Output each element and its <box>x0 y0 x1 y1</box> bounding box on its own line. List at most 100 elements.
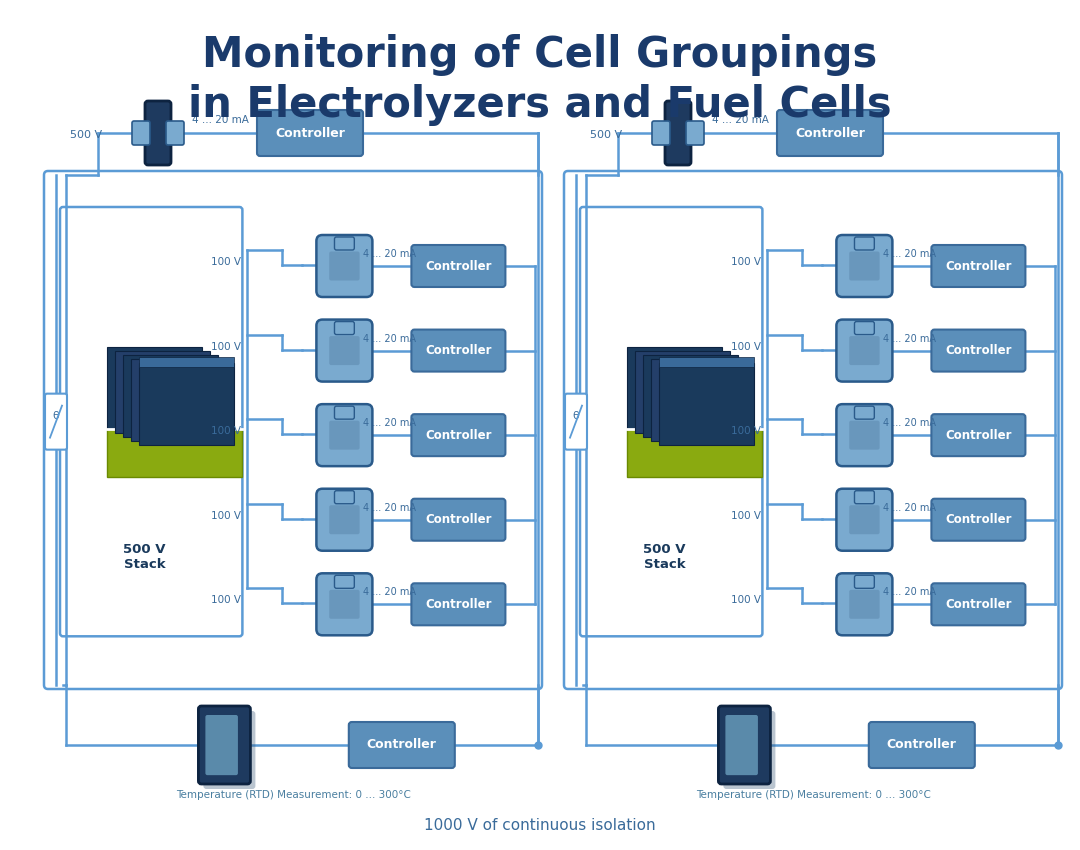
FancyBboxPatch shape <box>836 404 892 466</box>
Text: Controller: Controller <box>945 259 1012 273</box>
FancyBboxPatch shape <box>849 336 879 366</box>
FancyBboxPatch shape <box>335 321 354 335</box>
FancyBboxPatch shape <box>411 414 505 456</box>
Bar <box>627 429 762 478</box>
Text: 4 ... 20 mA: 4 ... 20 mA <box>883 418 936 428</box>
FancyBboxPatch shape <box>316 404 373 466</box>
Text: Controller: Controller <box>426 513 491 526</box>
Text: 4 ... 20 mA: 4 ... 20 mA <box>883 249 936 259</box>
FancyBboxPatch shape <box>45 394 67 450</box>
Bar <box>627 348 723 429</box>
FancyBboxPatch shape <box>931 583 1025 626</box>
FancyBboxPatch shape <box>836 489 892 551</box>
FancyBboxPatch shape <box>166 121 184 145</box>
Bar <box>644 355 739 437</box>
Text: 500 V
Stack: 500 V Stack <box>123 543 166 571</box>
Text: 100 V: 100 V <box>731 426 761 436</box>
FancyBboxPatch shape <box>329 590 360 619</box>
FancyBboxPatch shape <box>335 575 354 588</box>
FancyBboxPatch shape <box>931 414 1025 456</box>
Bar <box>107 429 242 478</box>
FancyBboxPatch shape <box>349 722 455 768</box>
Text: θ: θ <box>53 411 59 421</box>
FancyBboxPatch shape <box>329 505 360 534</box>
FancyBboxPatch shape <box>836 235 892 297</box>
FancyBboxPatch shape <box>329 421 360 450</box>
Text: Controller: Controller <box>275 127 345 139</box>
Text: 4 ... 20 mA: 4 ... 20 mA <box>363 249 417 259</box>
FancyBboxPatch shape <box>836 573 892 635</box>
Text: Controller: Controller <box>426 428 491 442</box>
FancyBboxPatch shape <box>316 573 373 635</box>
FancyBboxPatch shape <box>132 121 150 145</box>
FancyBboxPatch shape <box>580 207 762 637</box>
FancyBboxPatch shape <box>718 706 770 784</box>
FancyBboxPatch shape <box>724 711 775 789</box>
FancyBboxPatch shape <box>652 121 670 145</box>
FancyBboxPatch shape <box>854 490 875 504</box>
Text: Controller: Controller <box>945 428 1012 442</box>
Text: in Electrolyzers and Fuel Cells: in Electrolyzers and Fuel Cells <box>188 84 892 126</box>
Bar <box>132 360 226 441</box>
Text: 100 V: 100 V <box>731 257 761 267</box>
Text: Monitoring of Cell Groupings: Monitoring of Cell Groupings <box>202 34 878 76</box>
FancyBboxPatch shape <box>316 320 373 382</box>
Text: Controller: Controller <box>945 598 1012 611</box>
Text: 100 V: 100 V <box>212 511 242 521</box>
Text: 4 ... 20 mA: 4 ... 20 mA <box>883 333 936 343</box>
Text: 4 ... 20 mA: 4 ... 20 mA <box>363 333 417 343</box>
Bar <box>659 363 754 445</box>
FancyBboxPatch shape <box>686 121 704 145</box>
FancyBboxPatch shape <box>931 499 1025 541</box>
FancyBboxPatch shape <box>665 101 691 165</box>
FancyBboxPatch shape <box>931 330 1025 371</box>
FancyBboxPatch shape <box>316 489 373 551</box>
Text: 100 V: 100 V <box>731 595 761 605</box>
Text: 100 V: 100 V <box>212 342 242 352</box>
FancyBboxPatch shape <box>60 207 242 637</box>
Text: 4 ... 20 mA: 4 ... 20 mA <box>712 115 769 125</box>
Bar <box>139 357 234 367</box>
Text: 100 V: 100 V <box>212 595 242 605</box>
FancyBboxPatch shape <box>854 575 875 588</box>
Text: Controller: Controller <box>426 344 491 357</box>
Text: 500 V: 500 V <box>70 130 103 140</box>
Text: Controller: Controller <box>426 259 491 273</box>
FancyBboxPatch shape <box>854 237 875 250</box>
Bar <box>116 351 211 434</box>
FancyBboxPatch shape <box>836 320 892 382</box>
Text: 4 ... 20 mA: 4 ... 20 mA <box>363 587 417 598</box>
FancyBboxPatch shape <box>205 715 238 775</box>
FancyBboxPatch shape <box>726 715 758 775</box>
FancyBboxPatch shape <box>931 245 1025 287</box>
Text: Controller: Controller <box>945 513 1012 526</box>
Bar <box>651 360 746 441</box>
Text: Temperature (RTD) Measurement: 0 ... 300°C: Temperature (RTD) Measurement: 0 ... 300… <box>696 790 931 800</box>
Text: 4 ... 20 mA: 4 ... 20 mA <box>883 587 936 598</box>
FancyBboxPatch shape <box>329 252 360 280</box>
FancyBboxPatch shape <box>854 406 875 419</box>
FancyBboxPatch shape <box>411 245 505 287</box>
FancyBboxPatch shape <box>199 706 251 784</box>
Text: Controller: Controller <box>945 344 1012 357</box>
FancyBboxPatch shape <box>868 722 975 768</box>
Text: Controller: Controller <box>426 598 491 611</box>
FancyBboxPatch shape <box>777 110 883 156</box>
Text: 100 V: 100 V <box>731 342 761 352</box>
Text: 4 ... 20 mA: 4 ... 20 mA <box>192 115 248 125</box>
FancyBboxPatch shape <box>854 321 875 335</box>
FancyBboxPatch shape <box>316 235 373 297</box>
FancyBboxPatch shape <box>44 171 542 689</box>
FancyBboxPatch shape <box>849 505 879 534</box>
FancyBboxPatch shape <box>411 499 505 541</box>
FancyBboxPatch shape <box>849 421 879 450</box>
FancyBboxPatch shape <box>849 590 879 619</box>
FancyBboxPatch shape <box>564 171 1062 689</box>
Text: Controller: Controller <box>367 739 436 751</box>
Text: Controller: Controller <box>795 127 865 139</box>
FancyBboxPatch shape <box>411 583 505 626</box>
FancyBboxPatch shape <box>849 252 879 280</box>
Text: 4 ... 20 mA: 4 ... 20 mA <box>363 502 417 513</box>
FancyBboxPatch shape <box>335 406 354 419</box>
Bar <box>123 355 218 437</box>
